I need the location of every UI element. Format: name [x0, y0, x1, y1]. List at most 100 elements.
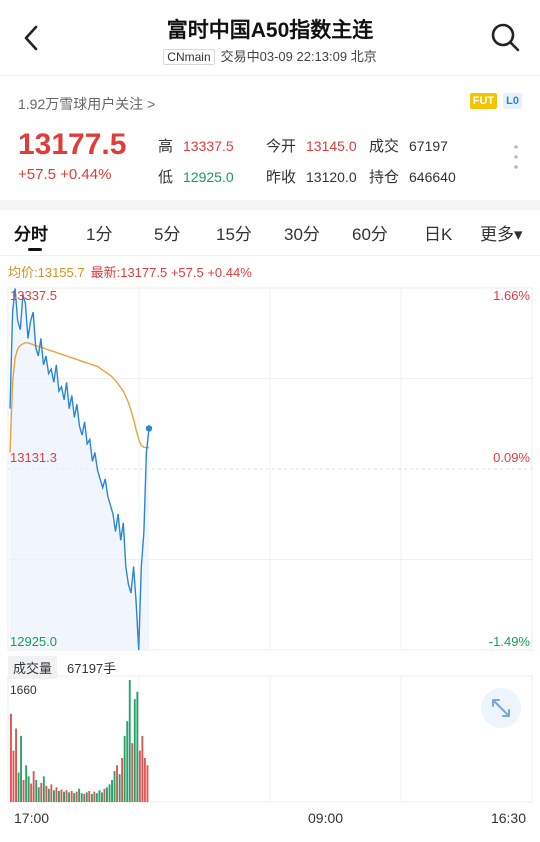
volume-bar: [22, 780, 25, 802]
high-quote: 高 13337.5: [158, 135, 234, 156]
tab-60min[interactable]: 60分: [352, 225, 388, 244]
volume-bar: [83, 793, 86, 802]
volume-bar: [32, 771, 35, 802]
volume-bar: [126, 721, 129, 802]
back-arrow-icon[interactable]: [14, 20, 50, 56]
volume-bar: [63, 791, 65, 802]
volume-bar: [121, 757, 124, 802]
open-interest-value: 646640: [409, 169, 456, 185]
y-axis-mid-label: 13131.3: [10, 450, 57, 465]
low-label: 低: [158, 169, 174, 186]
prev-close-quote: 昨收 13120.0: [266, 166, 357, 187]
open-value: 13145.0: [306, 138, 357, 154]
pct-axis-high-label: 1.66%: [493, 288, 530, 303]
volume-bar: [27, 776, 30, 802]
volume-bar: [141, 735, 144, 802]
price-area-fill: [10, 288, 149, 650]
latest-price-dot: [145, 425, 153, 432]
tab-more[interactable]: 更多▾: [480, 225, 523, 244]
volume-bar: [42, 776, 45, 802]
nav-bar: 富时中国A50指数主连 CNmain 交易中03-09 22:13:09 北京: [0, 0, 540, 76]
volume-quote: 成交 67197: [369, 135, 448, 156]
intraday-chart[interactable]: [0, 282, 540, 810]
pct-axis-mid-label: 0.09%: [493, 450, 530, 465]
avg-price-line: [9, 342, 149, 453]
volume-bar: [131, 743, 134, 802]
level-badge: L0: [503, 93, 522, 109]
fullscreen-expand-icon[interactable]: [481, 688, 521, 728]
volume-bar: [15, 728, 17, 802]
volume-bar: [37, 787, 40, 802]
volume-value: 67197: [409, 138, 448, 154]
volume-bar: [85, 792, 88, 802]
page-title: 富时中国A50指数主连: [166, 19, 374, 42]
tab-15min[interactable]: 15分: [216, 225, 252, 244]
volume-bar: [93, 791, 96, 802]
volume-bar: [10, 713, 12, 802]
high-label: 高: [158, 138, 174, 155]
tab-1min[interactable]: 1分: [86, 225, 113, 244]
volume-bar: [17, 772, 20, 802]
volume-bar: [78, 788, 81, 802]
trading-status: CNmain 交易中03-09 22:13:09 北京: [0, 46, 540, 65]
open-label: 今开: [266, 138, 297, 155]
volume-bar: [95, 793, 98, 802]
high-value: 13337.5: [183, 138, 234, 154]
period-tabs: 分时 1分 5分 15分 30分 60分 日K 更多▾: [0, 212, 540, 256]
volume-bar: [25, 765, 28, 802]
x-axis-mid-label: 09:00: [308, 810, 344, 826]
avg-price-legend: 均价:13155.7: [8, 265, 85, 280]
contract-tag: CNmain: [163, 49, 215, 65]
volume-bar: [12, 750, 15, 802]
y-axis-high-label: 13337.5: [10, 288, 57, 303]
tab-5min[interactable]: 5分: [154, 225, 181, 244]
x-axis-end-label: 16:30: [490, 810, 526, 826]
tab-30min[interactable]: 30分: [284, 225, 320, 244]
volume-bar: [108, 784, 111, 802]
follower-link[interactable]: 1.92万雪球用户关注 >: [18, 96, 156, 112]
volume-bar: [65, 790, 68, 802]
volume-bar: [146, 765, 149, 802]
badge-group: FUT L0: [469, 93, 522, 109]
volume-bar: [30, 783, 33, 802]
volume-bar: [103, 788, 106, 802]
fut-badge: FUT: [469, 93, 498, 109]
low-quote: 低 12925.0: [158, 166, 234, 187]
volume-bar: [138, 750, 141, 802]
volume-total: 67197手: [67, 661, 117, 676]
volume-bar: [133, 699, 136, 802]
volume-bar: [55, 787, 58, 802]
volume-bar: [123, 735, 126, 802]
tab-intraday[interactable]: 分时: [14, 225, 48, 244]
volume-bar: [70, 791, 73, 802]
volume-indicator-tag[interactable]: 成交量: [8, 656, 58, 679]
open-interest-quote: 持仓 646640: [369, 166, 456, 187]
volume-bar: [143, 757, 146, 802]
volume-bar: [75, 791, 78, 802]
volume-bar: [90, 793, 93, 802]
y-axis-low-label: 12925.0: [10, 634, 57, 649]
volume-bar: [68, 792, 70, 802]
tab-daily-k[interactable]: 日K: [424, 225, 453, 244]
status-text: 交易中03-09 22:13:09 北京: [220, 49, 377, 64]
volume-bar: [118, 774, 121, 802]
prev-close-label: 昨收: [266, 169, 297, 186]
volume-bar: [111, 780, 113, 802]
volume-bar: [50, 784, 53, 802]
x-axis-start-label: 17:00: [14, 810, 50, 826]
volume-max-label: 1660: [10, 683, 37, 697]
active-tab-indicator: [28, 248, 42, 251]
search-icon[interactable]: [488, 20, 522, 54]
last-price-legend: 最新:13177.5 +57.5 +0.44%: [90, 265, 252, 280]
price-line: [9, 288, 150, 651]
volume-bar: [106, 787, 108, 802]
volume-bar: [73, 793, 76, 802]
more-options-icon[interactable]: [514, 144, 518, 170]
volume-bar: [45, 785, 48, 802]
volume-bar: [20, 735, 22, 802]
low-value: 12925.0: [183, 169, 234, 185]
price-change: +57.5 +0.44%: [18, 166, 112, 183]
volume-bar: [35, 780, 38, 802]
volume-label: 成交: [369, 138, 400, 155]
volume-bar: [47, 788, 50, 802]
